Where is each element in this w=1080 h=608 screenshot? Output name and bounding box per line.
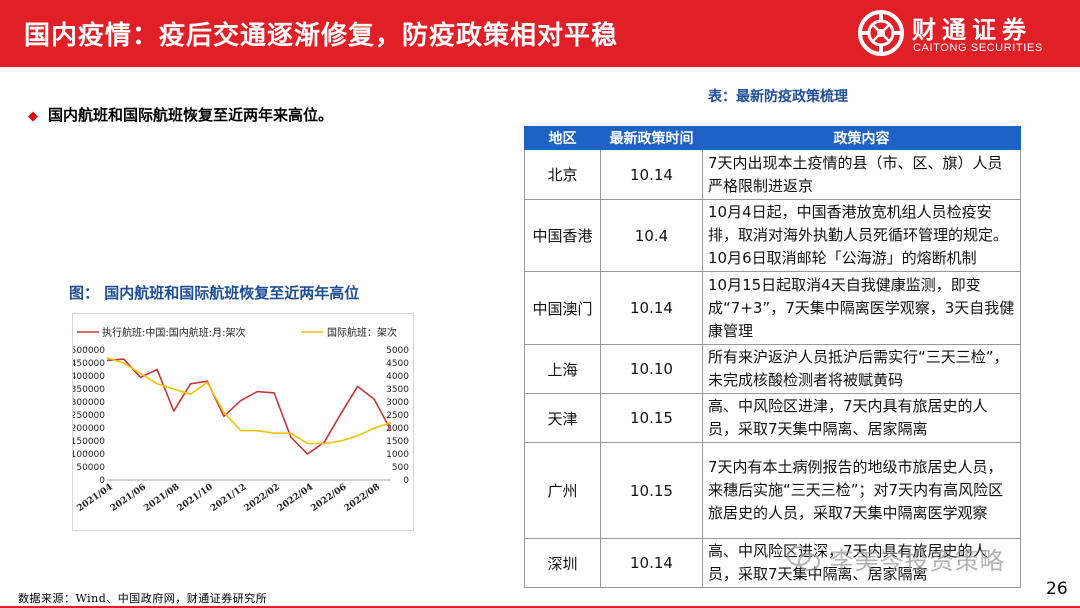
x-tick-label: 2021/08 <box>142 482 181 514</box>
y-right-tick-label: 4000 <box>386 372 409 382</box>
y-right-tick-label: 3000 <box>386 398 409 408</box>
date-cell: 10.14 <box>600 538 703 588</box>
content-cell: 7天内出现本土疫情的县（市、区、旗）人员严格限制进返京 <box>702 149 1021 200</box>
table-row: 中国澳门 10.14 10月15日起取消4天自我健康监测，即变成“7+3”，7天… <box>524 271 1021 345</box>
legend-label-international: 国际航班：架次 <box>327 326 397 339</box>
table-row: 北京 10.14 7天内出现本土疫情的县（市、区、旗）人员严格限制进返京 <box>524 149 1021 200</box>
y-left-tick-label: 200000 <box>73 424 105 434</box>
diamond-bullet-icon: ◆ <box>28 109 38 124</box>
page-number: 26 <box>1046 579 1068 599</box>
logo-chinese-text: 财通证券 <box>912 16 1032 44</box>
y-right-tick-label: 500 <box>392 463 409 473</box>
table-title: 表：最新防疫政策梳理 <box>708 89 848 105</box>
y-left-tick-label: 450000 <box>73 359 105 369</box>
table-row: 上海 10.10 所有来沪返沪人员抵沪后需实行“三天三检”，未完成核酸检测者将被… <box>524 344 1021 394</box>
header-region: 地区 <box>524 126 601 150</box>
logo-english-text: CAITONG SECURITIES <box>913 42 1043 54</box>
y-left-tick-label: 500000 <box>73 346 105 356</box>
region-cell: 中国澳门 <box>524 271 601 345</box>
flight-chart: 执行航班:中国:国内航班:月:架次 国际航班：架次 500000 450000 4000… <box>71 313 414 531</box>
y-left-tick-label: 250000 <box>73 411 105 421</box>
header-content: 政策内容 <box>702 126 1021 150</box>
wechat-icon <box>787 545 820 571</box>
y-left-tick-label: 100000 <box>73 450 105 460</box>
y-right-tick-label: 4500 <box>386 359 409 369</box>
region-cell: 北京 <box>524 149 601 200</box>
y-left-tick-label: 300000 <box>73 398 105 408</box>
domestic-flights-line <box>106 358 392 455</box>
caitong-logo-icon <box>858 10 904 56</box>
table-row: 天津 10.15 高、中风险区进津，7天内具有旅居史的人员，采取7天集中隔离、居… <box>524 393 1021 443</box>
content-cell: 10月15日起取消4天自我健康监测，即变成“7+3”，7天集中隔离医学观察，3天… <box>702 271 1021 345</box>
international-flights-line <box>106 357 392 445</box>
content-cell: 高、中风险区进深，7天内具有旅居史的人员，采取7天集中隔离、居家隔离 <box>702 538 1021 588</box>
region-cell: 深圳 <box>524 538 601 588</box>
x-tick-label: 2022/04 <box>276 482 315 514</box>
watermark-text: 李美岑投资策略 <box>829 547 1005 575</box>
data-source: 数据来源：Wind、中国政府网，财通证券研究所 <box>18 592 268 605</box>
y-right-tick-label: 5000 <box>386 346 409 356</box>
policy-table: 地区 最新政策时间 政策内容 北京 10.14 7天内出现本土疫情的县（市、区、… <box>524 126 1021 588</box>
date-cell: 10.14 <box>600 149 703 200</box>
x-tick-label: 2022/02 <box>243 482 282 514</box>
flight-chart-svg: 执行航班:中国:国内航班:月:架次 国际航班：架次5000004500004000… <box>71 326 410 514</box>
y-right-tick-label: 0 <box>403 476 409 486</box>
company-logo: 财通证券 CAITONG SECURITIES <box>856 8 1056 60</box>
date-cell: 10.4 <box>600 199 703 272</box>
date-cell: 10.10 <box>600 344 703 394</box>
x-tick-label: 2021/10 <box>176 482 215 514</box>
content-cell: 7天内有本土病例报告的地级市旅居史人员，来穗后实施“三天三检”；对7天内有高风险… <box>702 442 1021 539</box>
content-cell: 所有来沪返沪人员抵沪后需实行“三天三检”，未完成核酸检测者将被赋黄码 <box>702 344 1021 394</box>
table-row: 广州 10.15 7天内有本土病例报告的地级市旅居史人员，来穗后实施“三天三检”… <box>524 442 1021 539</box>
date-cell: 10.15 <box>600 393 703 443</box>
content-cell: 高、中风险区进津，7天内具有旅居史的人员，采取7天集中隔离、居家隔离 <box>702 393 1021 443</box>
y-left-tick-label: 0 <box>99 476 105 486</box>
y-right-tick-label: 3500 <box>386 385 409 395</box>
table-row: 深圳 10.14 高、中风险区进深，7天内具有旅居史的人员，采取7天集中隔离、居… <box>524 538 1021 588</box>
page-title: 国内疫情：疫后交通逐渐修复，防疫政策相对平稳 <box>24 21 619 51</box>
watermark: 李美岑投资策略 <box>786 541 1048 577</box>
region-cell: 天津 <box>524 393 601 443</box>
date-cell: 10.15 <box>600 442 703 539</box>
x-tick-label: 2021/06 <box>109 482 148 514</box>
footer-line <box>0 606 1080 608</box>
header-date: 最新政策时间 <box>600 126 703 150</box>
legend-label-domestic: 执行航班:中国:国内航班:月:架次 <box>102 326 245 339</box>
y-left-tick-label: 150000 <box>73 437 105 447</box>
x-tick-label: 2021/04 <box>76 482 115 514</box>
y-left-tick-label: 50000 <box>76 463 105 473</box>
x-tick-label: 2022/08 <box>343 482 382 514</box>
figure-title: 图： 国内航班和国际航班恢复至近两年高位 <box>69 284 360 302</box>
y-right-tick-label: 2000 <box>386 424 409 434</box>
region-cell: 上海 <box>524 344 601 394</box>
y-left-tick-label: 350000 <box>73 385 105 395</box>
table-header-row: 地区 最新政策时间 政策内容 <box>524 126 1021 150</box>
header-bar: 国内疫情：疫后交通逐渐修复，防疫政策相对平稳 财通证券 CAITONG SECU… <box>0 0 1080 67</box>
key-point: ◆ 国内航班和国际航班恢复至近两年来高位。 <box>28 104 333 125</box>
y-left-tick-label: 400000 <box>73 372 105 382</box>
x-tick-label: 2021/12 <box>209 482 248 514</box>
region-cell: 广州 <box>524 442 601 539</box>
y-right-tick-label: 1500 <box>386 437 409 447</box>
y-right-tick-label: 1000 <box>386 450 409 460</box>
x-tick-label: 2022/06 <box>309 482 348 514</box>
region-cell: 中国香港 <box>524 199 601 272</box>
y-right-tick-label: 2500 <box>386 411 409 421</box>
date-cell: 10.14 <box>600 271 703 345</box>
content-cell: 10月4日起，中国香港放宽机组人员检疫安排，取消对海外执勤人员死循环管理的规定。… <box>702 199 1021 272</box>
key-point-text: 国内航班和国际航班恢复至近两年来高位。 <box>48 106 334 124</box>
table-row: 中国香港 10.4 10月4日起，中国香港放宽机组人员检疫安排，取消对海外执勤人… <box>524 199 1021 272</box>
